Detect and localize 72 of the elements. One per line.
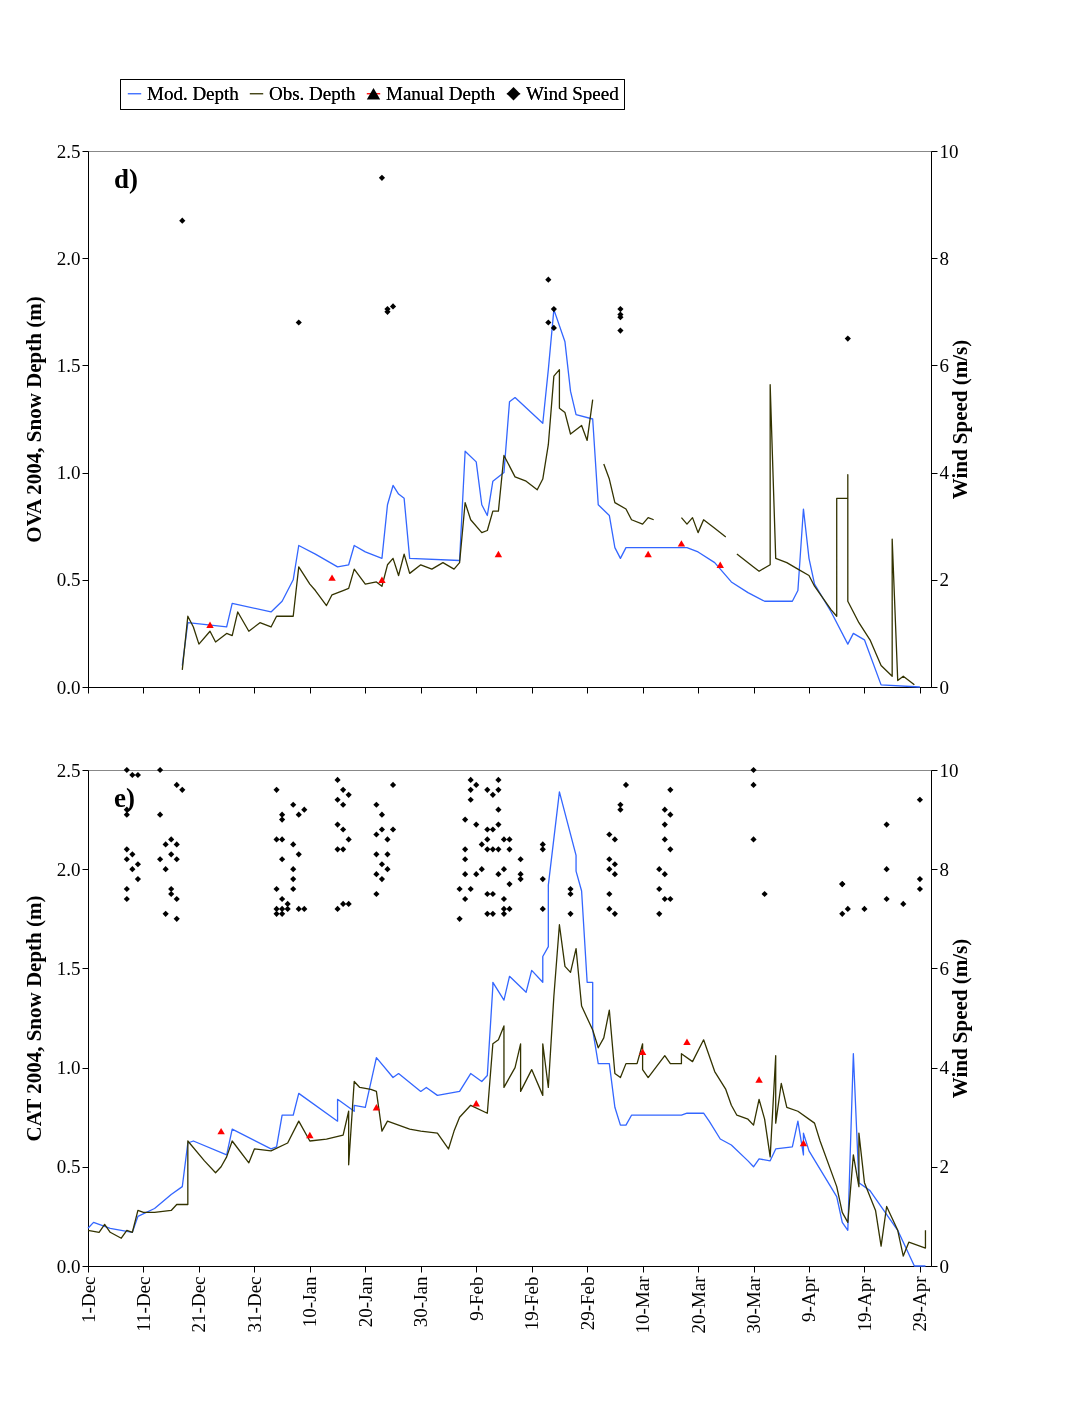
y-tick-label: 1.0: [56, 1057, 81, 1079]
y-tick-label: 2.5: [56, 140, 81, 162]
y-axis-title: OVA 2004, Snow Depth (m): [21, 296, 46, 543]
legend-label: Wind Speed: [526, 82, 620, 104]
x-tick-label: 21-Dec: [188, 1276, 210, 1333]
point: [755, 1076, 763, 1083]
point: [472, 1100, 480, 1107]
point: [494, 550, 503, 558]
point: [306, 1131, 314, 1139]
point: [617, 327, 624, 334]
annotation: d): [114, 164, 139, 194]
y2-tick-label: 10: [939, 140, 959, 162]
legend-label: Manual Depth: [386, 82, 496, 104]
point: [179, 217, 186, 224]
y2-tick-label: 2: [939, 569, 949, 591]
y-axis-title: CAT 2004, Snow Depth (m): [21, 895, 46, 1142]
x-tick-label: 29-Feb: [576, 1276, 598, 1331]
point: [716, 561, 724, 568]
legend-label: Mod. Depth: [147, 82, 240, 104]
point: [683, 1038, 691, 1046]
point: [328, 574, 336, 581]
x-tick-label: 1-Dec: [77, 1276, 99, 1323]
y2-tick-label: 6: [939, 957, 949, 979]
x-tick-label: 29-Apr: [909, 1275, 931, 1332]
x-tick-label: 30-Jan: [410, 1276, 432, 1328]
annotation: e): [114, 783, 135, 813]
point: [545, 276, 552, 283]
point: [378, 174, 386, 181]
x-tick-label: 30-Mar: [743, 1275, 765, 1334]
point: [638, 1048, 647, 1055]
point: [844, 335, 851, 342]
x-tick-label: 11-Dec: [132, 1276, 154, 1332]
x-tick-label: 20-Jan: [354, 1276, 376, 1328]
y-tick-label: 0.5: [56, 1156, 81, 1178]
y2-tick-label: 6: [939, 354, 949, 376]
point: [545, 319, 552, 326]
point: [677, 540, 686, 547]
y2-tick-label: 10: [939, 759, 959, 781]
y-tick-label: 1.0: [56, 462, 81, 484]
x-tick-label: 10-Mar: [632, 1275, 654, 1334]
x-tick-label: 19-Feb: [521, 1276, 543, 1331]
y2-tick-label: 4: [939, 1057, 950, 1079]
point: [550, 324, 557, 331]
point: [295, 319, 302, 326]
y2-tick-label: 8: [939, 247, 949, 269]
x-tick-label: 9-Feb: [465, 1276, 487, 1321]
x-tick-label: 10-Jan: [299, 1276, 321, 1328]
y2-tick-label: 4: [939, 462, 950, 484]
y2-tick-label: 0: [939, 676, 949, 698]
y-tick-label: 1.5: [56, 957, 81, 979]
point: [644, 550, 652, 558]
point: [389, 303, 397, 310]
y2-tick-label: 0: [939, 1255, 949, 1277]
x-tick-label: 31-Dec: [243, 1276, 265, 1333]
point: [206, 621, 214, 629]
point: [550, 306, 557, 313]
legend-label: Obs. Depth: [269, 82, 357, 104]
x-tick-label: 9-Apr: [798, 1275, 820, 1322]
y-tick-label: 0.0: [56, 676, 81, 698]
line-series: [87, 924, 927, 1257]
y-tick-label: 0.5: [56, 569, 81, 591]
x-tick-label: 19-Apr: [853, 1275, 875, 1332]
point: [378, 576, 386, 584]
y2-tick-label: 8: [939, 858, 949, 880]
y-tick-label: 2.0: [56, 247, 81, 269]
y-tick-label: 2.0: [56, 858, 81, 880]
y2-tick-label: 2: [939, 1156, 949, 1178]
y-tick-label: 2.5: [56, 759, 81, 781]
y-tick-label: 1.5: [56, 354, 81, 376]
y-tick-label: 0.0: [56, 1255, 81, 1277]
point: [799, 1139, 808, 1147]
x-tick-label: 20-Mar: [687, 1275, 709, 1334]
